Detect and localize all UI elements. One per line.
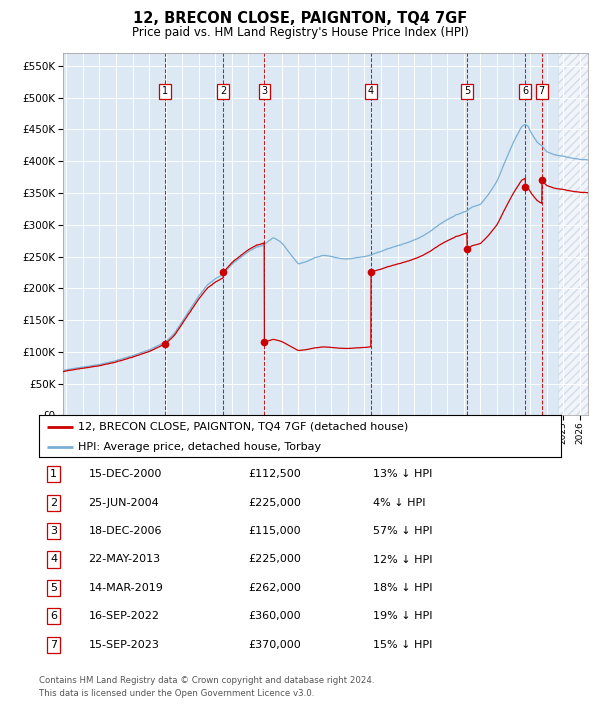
Text: Contains HM Land Registry data © Crown copyright and database right 2024.: Contains HM Land Registry data © Crown c…: [39, 676, 374, 685]
Text: 3: 3: [50, 526, 57, 536]
Text: 19% ↓ HPI: 19% ↓ HPI: [373, 611, 433, 621]
Text: £370,000: £370,000: [248, 640, 301, 650]
Text: 1: 1: [162, 87, 168, 97]
Text: 15% ↓ HPI: 15% ↓ HPI: [373, 640, 433, 650]
Text: 15-DEC-2000: 15-DEC-2000: [89, 469, 162, 479]
Text: 6: 6: [522, 87, 528, 97]
Text: £115,000: £115,000: [248, 526, 301, 536]
Text: 4: 4: [368, 87, 374, 97]
Text: £225,000: £225,000: [248, 555, 301, 564]
Bar: [557, 53, 588, 415]
Text: 6: 6: [50, 611, 57, 621]
Text: 18% ↓ HPI: 18% ↓ HPI: [373, 583, 433, 593]
Text: 22-MAY-2013: 22-MAY-2013: [89, 555, 161, 564]
Text: This data is licensed under the Open Government Licence v3.0.: This data is licensed under the Open Gov…: [39, 689, 314, 698]
Text: 7: 7: [539, 87, 545, 97]
Text: 3: 3: [262, 87, 268, 97]
Text: 7: 7: [50, 640, 57, 650]
Text: 18-DEC-2006: 18-DEC-2006: [89, 526, 162, 536]
Text: 12, BRECON CLOSE, PAIGNTON, TQ4 7GF (detached house): 12, BRECON CLOSE, PAIGNTON, TQ4 7GF (det…: [78, 422, 409, 432]
Text: 16-SEP-2022: 16-SEP-2022: [89, 611, 160, 621]
Text: £360,000: £360,000: [248, 611, 301, 621]
Text: 12% ↓ HPI: 12% ↓ HPI: [373, 555, 433, 564]
Text: 2: 2: [220, 87, 226, 97]
Text: 4% ↓ HPI: 4% ↓ HPI: [373, 498, 425, 508]
Text: 13% ↓ HPI: 13% ↓ HPI: [373, 469, 433, 479]
Text: 2: 2: [50, 498, 57, 508]
Text: Price paid vs. HM Land Registry's House Price Index (HPI): Price paid vs. HM Land Registry's House …: [131, 26, 469, 39]
Text: 1: 1: [50, 469, 57, 479]
Text: £112,500: £112,500: [248, 469, 301, 479]
Text: 5: 5: [50, 583, 57, 593]
Text: £262,000: £262,000: [248, 583, 301, 593]
Text: £225,000: £225,000: [248, 498, 301, 508]
Text: 25-JUN-2004: 25-JUN-2004: [89, 498, 160, 508]
Text: 4: 4: [50, 555, 57, 564]
Text: 12, BRECON CLOSE, PAIGNTON, TQ4 7GF: 12, BRECON CLOSE, PAIGNTON, TQ4 7GF: [133, 11, 467, 26]
Text: HPI: Average price, detached house, Torbay: HPI: Average price, detached house, Torb…: [78, 442, 321, 452]
Text: 14-MAR-2019: 14-MAR-2019: [89, 583, 163, 593]
Text: 5: 5: [464, 87, 470, 97]
Text: 15-SEP-2023: 15-SEP-2023: [89, 640, 160, 650]
Text: 57% ↓ HPI: 57% ↓ HPI: [373, 526, 433, 536]
